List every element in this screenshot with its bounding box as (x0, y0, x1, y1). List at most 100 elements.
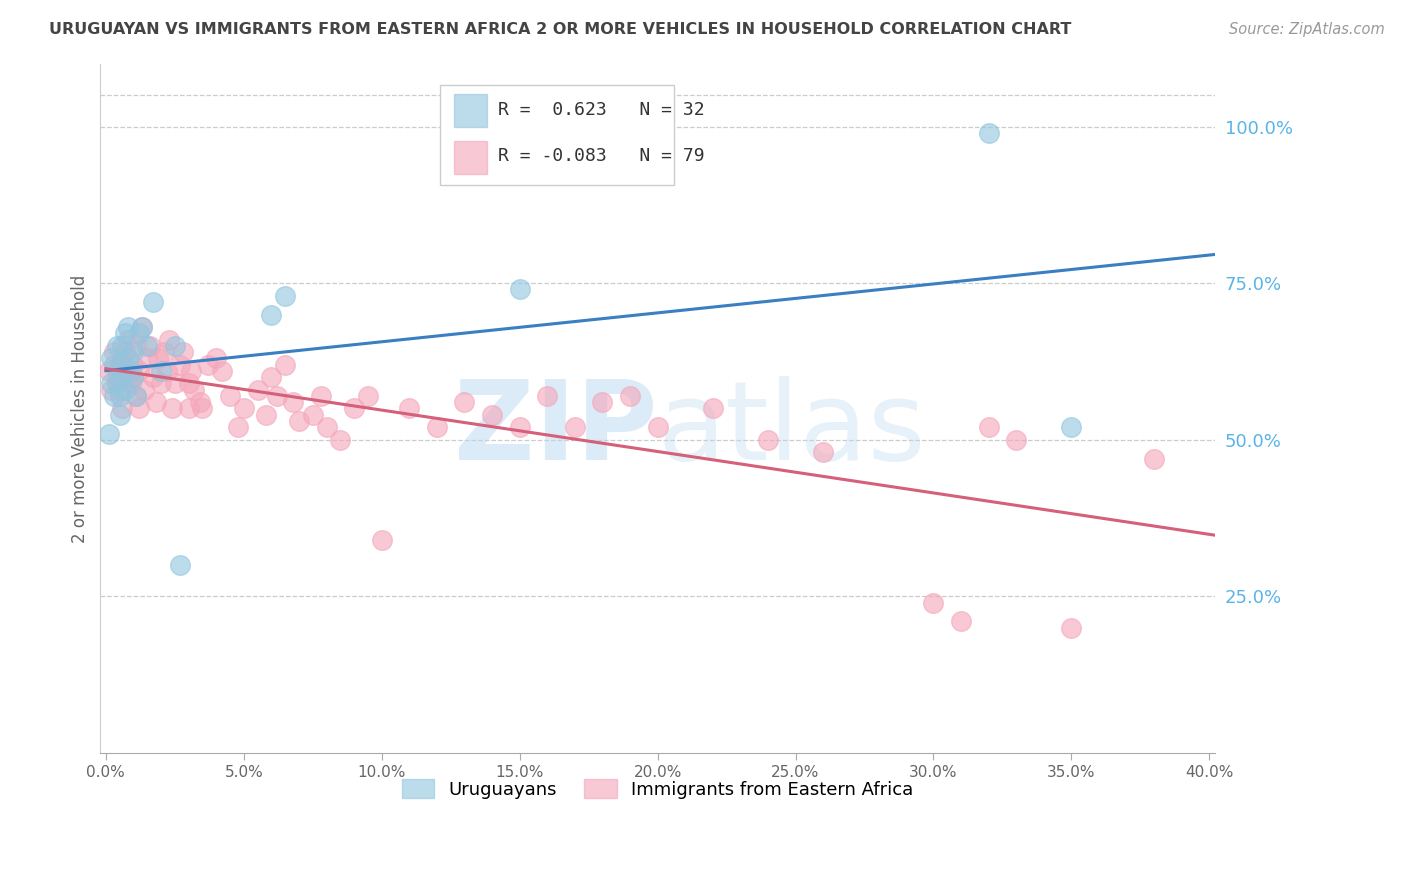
Legend: Uruguayans, Immigrants from Eastern Africa: Uruguayans, Immigrants from Eastern Afri… (395, 772, 921, 805)
Point (177, 376, 200, 391)
Point (160, 401, 183, 416)
Point (481, 408, 503, 422)
Point (150, 364, 173, 378)
Point (301, 408, 323, 422)
Point (108, 383, 131, 397)
Point (136, 351, 159, 366)
Point (111, 358, 134, 372)
Point (647, 420, 669, 434)
Point (564, 420, 586, 434)
Point (142, 295, 165, 310)
Point (114, 364, 136, 378)
Point (398, 401, 420, 416)
Point (1060, 420, 1083, 434)
Point (100, 383, 122, 397)
Point (117, 320, 139, 334)
Point (120, 364, 142, 378)
Point (343, 401, 366, 416)
Point (509, 283, 531, 297)
Point (180, 364, 202, 378)
Point (357, 389, 380, 403)
Point (509, 420, 531, 434)
Point (122, 345, 145, 359)
Point (191, 401, 214, 416)
Point (702, 401, 724, 416)
Point (211, 364, 233, 378)
Text: R = -0.083   N = 79: R = -0.083 N = 79 (498, 147, 704, 165)
Point (128, 326, 150, 341)
Point (108, 389, 131, 403)
Point (977, 126, 1000, 140)
Point (536, 389, 558, 403)
Point (117, 351, 139, 366)
Point (315, 420, 337, 434)
Point (108, 358, 131, 372)
Point (145, 395, 167, 409)
Point (111, 401, 134, 416)
Point (136, 339, 159, 353)
Point (169, 558, 191, 572)
Point (114, 326, 136, 341)
Point (1005, 433, 1028, 447)
Point (1143, 451, 1166, 466)
Point (105, 339, 128, 353)
Point (977, 420, 1000, 434)
Point (254, 408, 277, 422)
Point (139, 339, 162, 353)
Point (756, 433, 779, 447)
Point (111, 370, 134, 384)
Point (105, 376, 128, 391)
Point (188, 395, 211, 409)
Point (246, 383, 269, 397)
Point (219, 389, 242, 403)
Point (111, 351, 134, 366)
Point (100, 351, 122, 366)
Point (288, 414, 311, 428)
Text: atlas: atlas (658, 376, 927, 483)
Point (153, 345, 176, 359)
Point (1060, 621, 1083, 635)
Point (591, 395, 613, 409)
Point (177, 401, 200, 416)
Point (274, 358, 297, 372)
Point (172, 345, 194, 359)
Point (120, 376, 142, 391)
Y-axis label: 2 or more Vehicles in Household: 2 or more Vehicles in Household (72, 275, 89, 542)
Point (125, 389, 148, 403)
Point (103, 389, 125, 403)
Text: ZIP: ZIP (454, 376, 658, 483)
FancyBboxPatch shape (454, 141, 486, 174)
Point (103, 358, 125, 372)
Point (371, 533, 394, 547)
Point (157, 333, 180, 347)
Point (309, 389, 332, 403)
Point (950, 615, 973, 629)
FancyBboxPatch shape (454, 95, 486, 128)
Point (131, 320, 153, 334)
Point (125, 339, 148, 353)
Point (128, 364, 150, 378)
Point (122, 370, 145, 384)
Point (128, 401, 150, 416)
Point (811, 445, 834, 459)
Point (125, 389, 148, 403)
Point (197, 358, 219, 372)
Point (232, 401, 254, 416)
Point (122, 370, 145, 384)
Point (103, 345, 125, 359)
Point (922, 596, 945, 610)
Point (163, 376, 186, 391)
Point (134, 383, 156, 397)
Point (205, 351, 228, 366)
Point (260, 370, 283, 384)
Point (453, 395, 475, 409)
Text: URUGUAYAN VS IMMIGRANTS FROM EASTERN AFRICA 2 OR MORE VEHICLES IN HOUSEHOLD CORR: URUGUAYAN VS IMMIGRANTS FROM EASTERN AFR… (49, 22, 1071, 37)
Point (226, 420, 249, 434)
Point (111, 339, 134, 353)
Point (274, 289, 297, 303)
Point (183, 383, 205, 397)
Point (105, 370, 128, 384)
Point (155, 364, 177, 378)
Point (260, 308, 283, 322)
Point (108, 408, 131, 422)
